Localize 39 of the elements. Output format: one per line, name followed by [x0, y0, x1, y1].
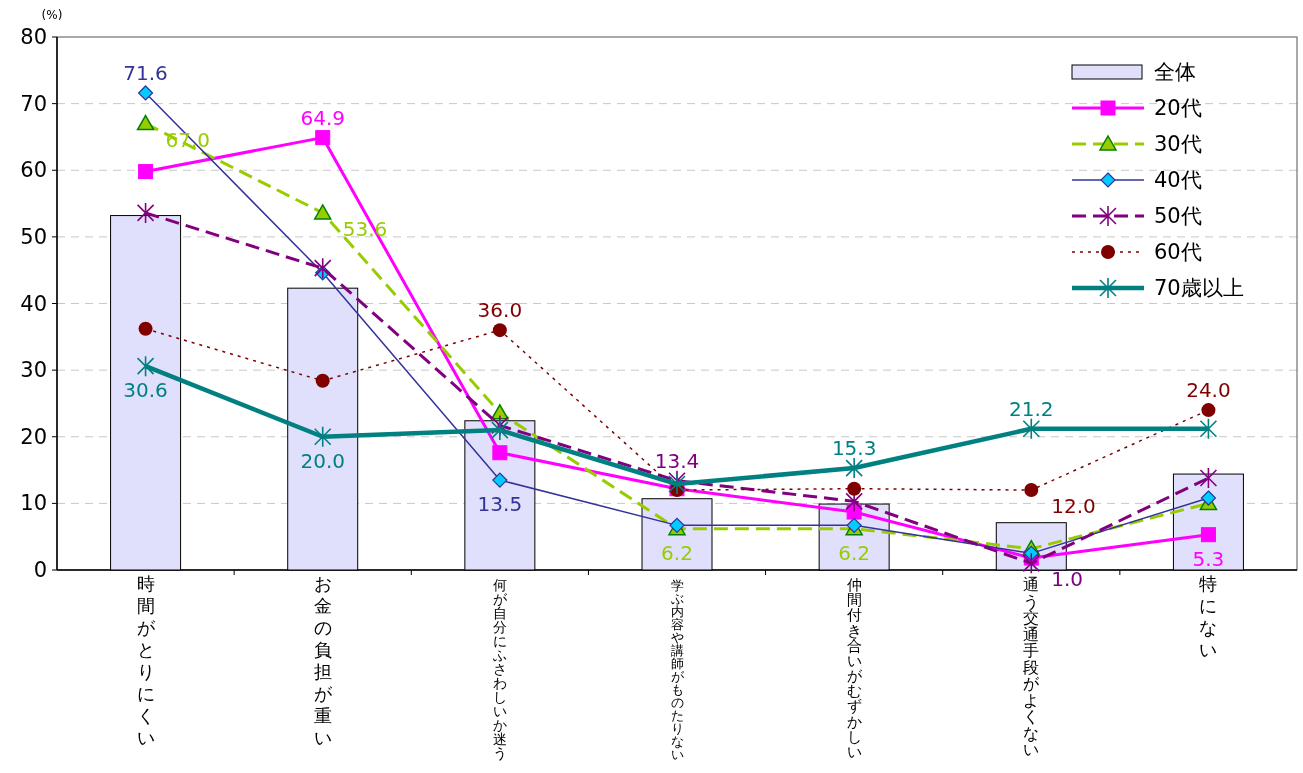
- legend-label: 70歳以上: [1154, 276, 1244, 300]
- x-tick-label: 何が自分にふさわしいか迷う: [492, 577, 507, 761]
- annotation: 1.0: [1051, 567, 1084, 592]
- x-tick-label: 特にない: [1199, 573, 1218, 660]
- x-tick-label: お金の負担が重い: [313, 573, 332, 748]
- annotation: 6.2: [838, 540, 871, 565]
- legend-label: 全体: [1154, 60, 1196, 84]
- legend-label: 30代: [1154, 132, 1202, 156]
- annotation: 21.2: [1009, 396, 1054, 421]
- x-tick-label: 学ぶ内容や講師がものたりない: [670, 578, 684, 762]
- annotation: 20.0: [300, 448, 345, 473]
- annotation: 13.4: [654, 448, 700, 473]
- legend-label: 20代: [1154, 96, 1202, 120]
- x-tick-label: 仲間付き合いがむずかしい: [846, 576, 862, 760]
- y-tick-label: 50: [20, 224, 47, 249]
- y-tick-label: 30: [20, 358, 47, 383]
- y-tick-label: 80: [20, 25, 47, 49]
- y-tick-label: 70: [20, 91, 47, 116]
- legend-label: 40代: [1154, 168, 1202, 192]
- annotation: 15.3: [831, 436, 877, 461]
- y-tick-label: 20: [20, 424, 47, 449]
- y-axis-title: (%): [41, 8, 63, 22]
- annotation: 30.6: [123, 378, 168, 403]
- legend-label: 60代: [1154, 240, 1202, 264]
- y-tick-label: 60: [20, 158, 47, 183]
- y-tick-label: 0: [33, 558, 47, 582]
- x-tick-label: 通う交通手段がよくない: [1023, 575, 1040, 760]
- annotation: 24.0: [1186, 378, 1231, 403]
- annotation: 64.9: [300, 105, 345, 130]
- x-tick-label: 時間がとりにくい: [136, 573, 155, 748]
- y-tick-label: 10: [20, 491, 47, 516]
- annotation: 6.2: [661, 540, 693, 565]
- annotation: 36.0: [477, 298, 523, 323]
- annotation: 12.0: [1051, 494, 1096, 519]
- annotation: 71.6: [123, 60, 168, 85]
- legend-label: 50代: [1154, 204, 1202, 228]
- annotation: 5.3: [1192, 546, 1225, 571]
- annotation: 13.5: [477, 492, 523, 517]
- y-tick-label: 40: [20, 291, 47, 316]
